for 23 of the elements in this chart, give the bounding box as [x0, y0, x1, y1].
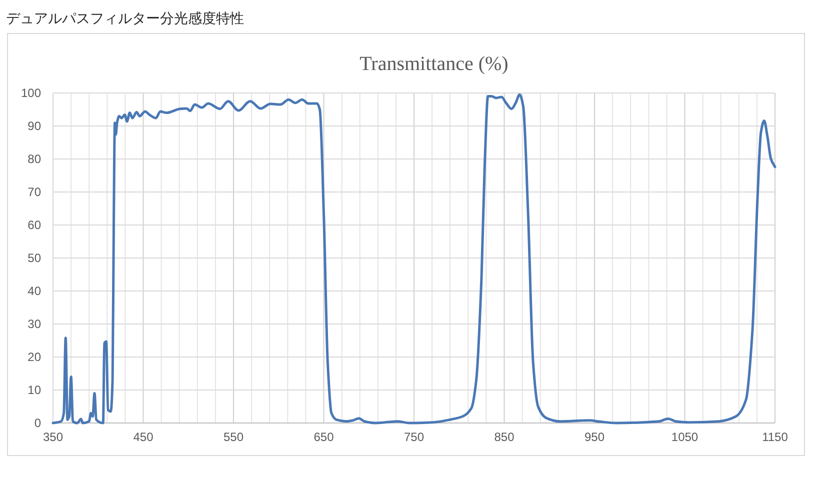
y-tick-label: 50 [28, 251, 42, 265]
y-tick-label: 70 [28, 185, 42, 199]
y-tick-label: 80 [28, 152, 42, 166]
y-tick-label: 100 [20, 86, 42, 100]
y-tick-label: 60 [28, 218, 42, 232]
y-tick-label: 0 [34, 416, 42, 430]
x-tick-label: 750 [404, 430, 424, 444]
y-tick-label: 10 [28, 383, 42, 397]
y-tick-label: 40 [28, 284, 42, 298]
chart-title: デュアルパスフィルター分光感度特性 [6, 11, 244, 27]
line-series [52, 93, 776, 424]
y-tick-label: 30 [28, 317, 42, 331]
x-tick-label: 1050 [671, 430, 698, 444]
x-tick-label: 850 [494, 430, 515, 444]
y-tick-label: 20 [28, 350, 42, 364]
x-tick-label: 950 [584, 430, 605, 444]
y-tick-label: 90 [28, 119, 42, 133]
x-tick-label: 350 [42, 430, 64, 444]
x-tick-label: 1150 [762, 430, 788, 444]
x-tick-label: 650 [314, 430, 334, 444]
chart-subtitle: Transmittance (%) [360, 53, 508, 75]
x-tick-label: 550 [223, 430, 244, 444]
x-tick-label: 450 [133, 430, 154, 444]
